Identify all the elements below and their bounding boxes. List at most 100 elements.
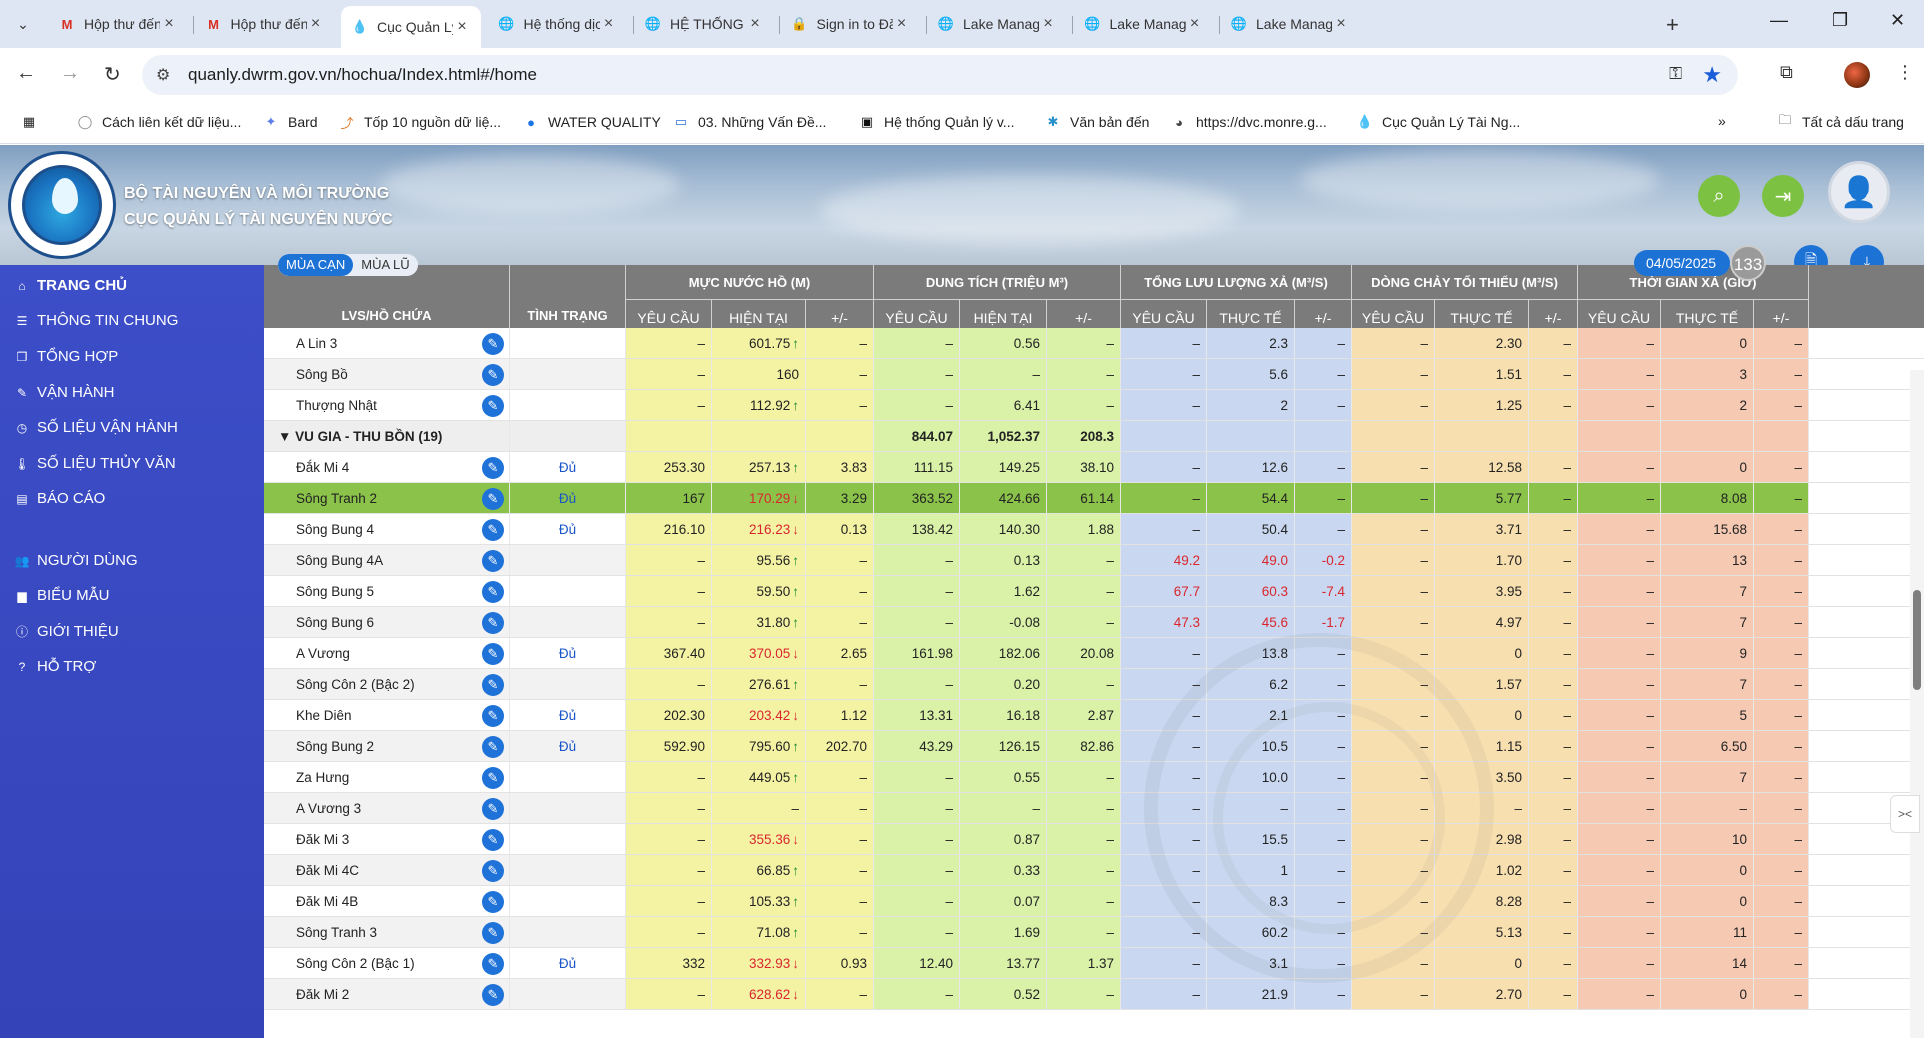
profile-avatar[interactable] — [1844, 62, 1870, 88]
table-row[interactable]: Sông Bung 5 ✎ –59.50 ↑ – –1.62–67.7 60.3 -7.4–3… — [264, 576, 1924, 607]
site-info-icon[interactable]: ⚙ — [156, 67, 171, 84]
table-row[interactable]: Đăk Mi 4C ✎ –66.85 ↑ – –0.33– –1– –1.02– –0– — [264, 855, 1924, 886]
close-tab-icon[interactable]: × — [603, 15, 614, 32]
table-row[interactable]: A Vương ✎ Đủ 367.40 370.05 ↓ 2.65 161.98 182.06 2… — [264, 638, 1924, 669]
new-tab-button[interactable]: + — [1666, 12, 1679, 37]
table-row[interactable]: Sông Bồ ✎ – 160 – – – – – 5.6 – – 1.51 – – 3 – — [264, 359, 1924, 390]
tab-search-chevron-icon[interactable]: ⌄ — [17, 15, 29, 32]
restore-icon[interactable]: ❐ — [1832, 10, 1849, 30]
season-toggle[interactable]: MÙA CẠN MÙA LŨ — [278, 254, 418, 276]
browser-tab[interactable]: 🔒 Sign in to Đăn× — [781, 6, 921, 42]
collapse-panel-icon[interactable]: >< — [1890, 795, 1920, 833]
bookmark-item[interactable]: ● WATER QUALITY — [522, 113, 661, 131]
user-avatar-button[interactable]: 👤 — [1828, 161, 1890, 223]
browser-tab[interactable]: 🌐 Lake Managem× — [1074, 6, 1214, 42]
table-row[interactable]: Sông Bung 4 ✎ Đủ 216.10 216.23 ↓ 0.13 138.42 140… — [264, 514, 1924, 545]
table-row[interactable]: Za Hưng ✎ –449.05 ↑ – –0.55– –10.0– –3.50– –7– — [264, 762, 1924, 793]
bookmark-star-icon[interactable]: ★ — [1702, 62, 1722, 87]
url-text[interactable]: quanly.dwrm.gov.vn/hochua/Index.html#/ho… — [188, 65, 538, 84]
sidebar-item[interactable]: ✎ VẬN HÀNH — [14, 384, 115, 401]
date-picker[interactable]: 04/05/2025 — [1634, 250, 1731, 276]
browser-tab[interactable]: M Hộp thư đến (8× — [48, 6, 188, 42]
sidebar-item[interactable]: ⌂ TRANG CHỦ — [14, 277, 127, 294]
edit-icon[interactable]: ✎ — [482, 922, 504, 944]
edit-icon[interactable]: ✎ — [482, 612, 504, 634]
browser-tab[interactable]: 🌐 Lake Managem× — [927, 6, 1067, 42]
bookmark-item[interactable]: ✦ Bard — [262, 113, 318, 131]
bookmark-item[interactable]: ▣ Hệ thống Quản lý v... — [858, 113, 1015, 131]
address-bar[interactable]: ⚙ quanly.dwrm.gov.vn/hochua/Index.html#/… — [142, 55, 1738, 95]
sidebar-item[interactable]: ◷ SỐ LIỆU VẬN HÀNH — [14, 419, 178, 436]
notification-count-badge[interactable]: 133 — [1730, 245, 1766, 281]
agency-logo[interactable] — [8, 151, 116, 259]
close-tab-icon[interactable]: × — [1336, 15, 1346, 32]
close-tab-icon[interactable]: × — [1043, 15, 1053, 32]
edit-icon[interactable]: ✎ — [482, 395, 504, 417]
sidebar-item[interactable]: ⓘ GIỚI THIỆU — [14, 623, 119, 640]
forward-icon[interactable]: → — [60, 62, 80, 84]
edit-icon[interactable]: ✎ — [482, 488, 504, 510]
table-row[interactable]: A Lin 3 ✎ –601.75 ↑ – –0.56– –2.3– –2.30– –0– — [264, 328, 1924, 359]
close-tab-icon[interactable]: × — [310, 15, 321, 32]
minimize-icon[interactable]: — — [1770, 10, 1788, 30]
sidebar-item[interactable]: ▤ BÁO CÁO — [14, 490, 105, 507]
sidebar-item[interactable]: ☰ THÔNG TIN CHUNG — [14, 312, 179, 329]
edit-icon[interactable]: ✎ — [482, 705, 504, 727]
reload-icon[interactable]: ↻ — [104, 64, 121, 86]
close-tab-icon[interactable]: × — [896, 15, 907, 32]
sidebar-item[interactable]: ? HỖ TRỢ — [14, 658, 97, 675]
browser-tab[interactable]: 🌐 HỆ THỐNG TH× — [634, 6, 774, 42]
table-row[interactable]: Sông Bung 2 ✎ Đủ 592.90 795.60 ↑ 202.70 43.29 12… — [264, 731, 1924, 762]
close-tab-icon[interactable]: × — [1189, 15, 1200, 32]
table-row[interactable]: Sông Tranh 2 ✎ Đủ 167 170.29 ↓ 3.29 363.52 424.6… — [264, 483, 1924, 514]
edit-icon[interactable]: ✎ — [482, 550, 504, 572]
edit-icon[interactable]: ✎ — [482, 643, 504, 665]
close-tab-icon[interactable]: × — [164, 15, 174, 32]
table-row[interactable]: Sông Tranh 3 ✎ –71.08 ↑ – –1.69– –60.2– –5.13– –… — [264, 917, 1924, 948]
edit-icon[interactable]: ✎ — [482, 953, 504, 975]
edit-icon[interactable]: ✎ — [482, 798, 504, 820]
bookmark-item[interactable]: ◕ https://dvc.monre.g... — [1170, 113, 1327, 131]
edit-icon[interactable]: ✎ — [482, 984, 504, 1006]
table-row[interactable]: Khe Diên ✎ Đủ 202.30 203.42 ↓ 1.12 13.31 16.18 2.… — [264, 700, 1924, 731]
sidebar-item[interactable]: 👥 NGƯỜI DÙNG — [14, 552, 138, 569]
edit-icon[interactable]: ✎ — [482, 736, 504, 758]
bookmark-item[interactable]: 💧 Cục Quản Lý Tài Ng... — [1356, 113, 1520, 131]
table-row[interactable]: Sông Côn 2 (Bậc 1) ✎ Đủ 332 332.93 ↓ 0.93 12.40… — [264, 948, 1924, 979]
table-row[interactable]: Sông Bung 4A ✎ –95.56 ↑ – –0.13–49.2 49.0 -0.2–… — [264, 545, 1924, 576]
edit-icon[interactable]: ✎ — [482, 767, 504, 789]
edit-icon[interactable]: ✎ — [482, 333, 504, 355]
table-row[interactable]: Sông Côn 2 (Bậc 2) ✎ –276.61 ↑ – –0.20– –6.2– –… — [264, 669, 1924, 700]
collapse-triangle-icon[interactable]: ▼ — [278, 429, 296, 444]
edit-icon[interactable]: ✎ — [482, 519, 504, 541]
table-row[interactable]: Đăk Mi 2 ✎ –628.62 ↓ – –0.52– –21.9– –2.70– –0– — [264, 979, 1924, 1010]
edit-icon[interactable]: ✎ — [482, 829, 504, 851]
table-row[interactable]: Thượng Nhật ✎ –112.92 ↑ – –6.41– –2– –1.25– –2– — [264, 390, 1924, 421]
bookmark-item[interactable]: ▭ 03. Những Vấn Đề... — [672, 113, 827, 131]
table-row[interactable]: Sông Bung 6 ✎ –31.80 ↑ – – -0.08–47.3 45.6 -1.7–… — [264, 607, 1924, 638]
edit-icon[interactable]: ✎ — [482, 581, 504, 603]
close-tab-icon[interactable]: × — [750, 15, 760, 32]
table-row[interactable]: A Vương 3 ✎ – – – – – – – – – – – – – – – — [264, 793, 1924, 824]
search-button[interactable]: ⌕ — [1698, 175, 1740, 217]
browser-tab[interactable]: 🌐 Lake Managem× — [1220, 6, 1360, 42]
edit-icon[interactable]: ✎ — [482, 674, 504, 696]
dry-season-tab[interactable]: MÙA CẠN — [278, 254, 354, 276]
browser-tab[interactable]: 🌐 Hệ thống dịch× — [488, 6, 628, 42]
flood-season-tab[interactable]: MÙA LŨ — [361, 257, 410, 272]
browser-menu-icon[interactable]: ⋮ — [1896, 62, 1914, 82]
password-key-icon[interactable]: ⚿ — [1669, 64, 1682, 83]
logout-button[interactable]: ⇥ — [1762, 175, 1804, 217]
sidebar-item[interactable]: ❐ TỔNG HỢP — [14, 348, 119, 365]
browser-tab[interactable]: 💧 Cục Quản Lý Tà× — [341, 6, 481, 48]
sidebar-item[interactable]: ▆ BIỂU MẪU — [14, 587, 109, 604]
edit-icon[interactable]: ✎ — [482, 860, 504, 882]
extensions-icon[interactable]: ⧉ — [1780, 62, 1793, 82]
vertical-scrollbar[interactable] — [1910, 370, 1924, 1038]
browser-tab[interactable]: M Hộp thư đến (1× — [195, 6, 335, 42]
apps-grid-icon[interactable]: ▦ — [22, 114, 36, 129]
edit-icon[interactable]: ✎ — [482, 891, 504, 913]
group-row[interactable]: ▼ VU GIA - THU BỒN (19) 844.07 1,052.37 208… — [264, 421, 1924, 452]
bookmark-item[interactable]: ⤴ Tốp 10 nguồn dữ liệ... — [338, 113, 501, 131]
edit-icon[interactable]: ✎ — [482, 457, 504, 479]
